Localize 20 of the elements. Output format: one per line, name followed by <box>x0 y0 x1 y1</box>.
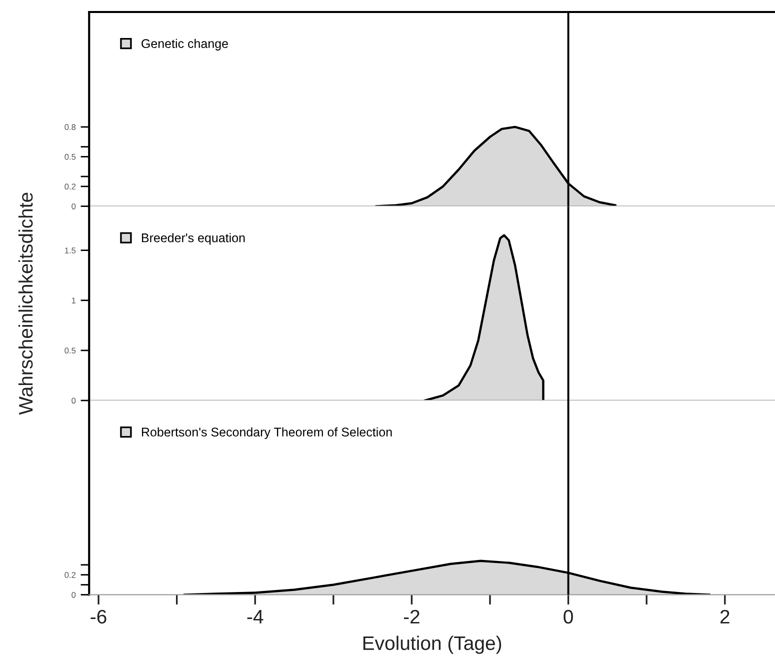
x-axis-title: Evolution (Tage) <box>363 636 502 654</box>
y-tick-label: 0 <box>72 203 76 210</box>
y-tick-label: 0.5 <box>64 348 76 354</box>
y-tick-label: 0.2 <box>64 572 76 578</box>
legend-label: Genetic change <box>142 38 228 50</box>
y-axis-title: Wahrscheinlichkeitsdichte <box>18 192 33 415</box>
x-tick-label: -2 <box>404 610 420 624</box>
y-tick-label: 1.5 <box>64 248 76 254</box>
x-tick-label: -4 <box>247 610 264 624</box>
x-tick-label: -6 <box>90 610 106 624</box>
y-tick-label: 0.2 <box>64 184 76 190</box>
y-tick-label: 0 <box>72 398 76 404</box>
y-tick-label: 0.5 <box>64 154 76 160</box>
x-tick-label: 0 <box>564 610 573 624</box>
y-tick-label: 0 <box>72 592 76 598</box>
legend-label: Breeder's equation <box>142 233 245 245</box>
y-tick-label: 1 <box>72 298 76 304</box>
x-tick-label: 2 <box>720 610 730 624</box>
legend-label: Robertson's Secondary Theorem of Selection <box>142 427 392 439</box>
y-tick-label: 0.8 <box>64 124 76 130</box>
